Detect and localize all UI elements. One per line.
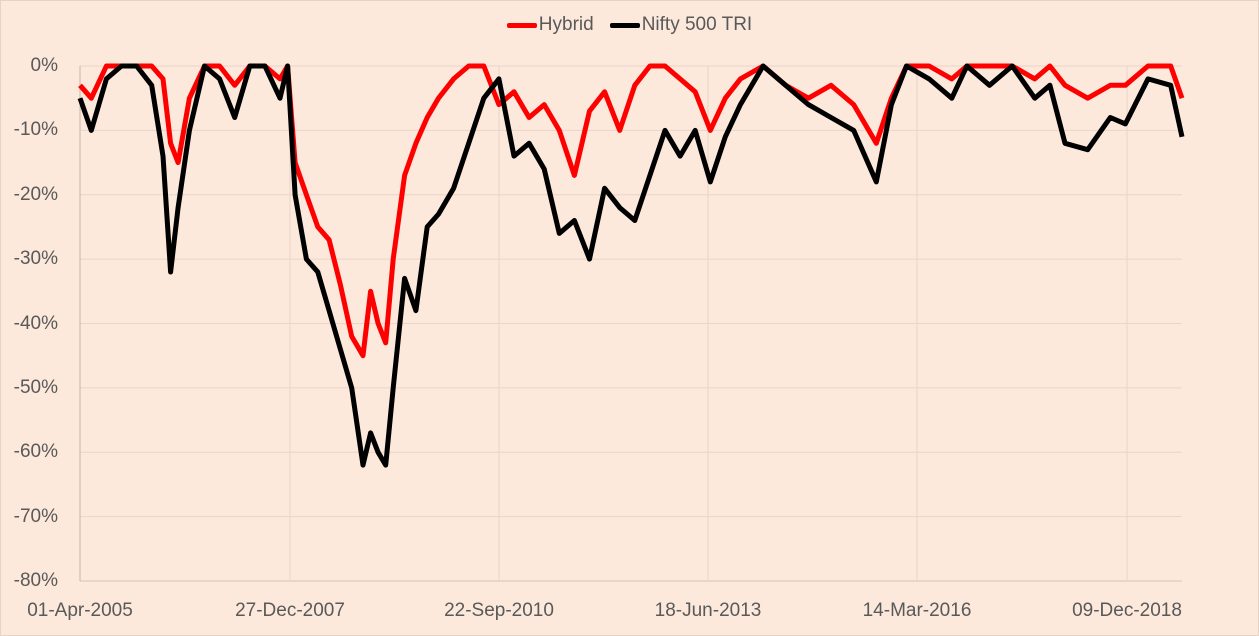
y-tick-label: -50%: [13, 377, 58, 398]
series-line-hybrid: [78, 63, 1185, 359]
legend-label: Hybrid: [538, 14, 594, 35]
gridlines: [79, 65, 1182, 582]
y-tick-label: -70%: [13, 506, 58, 527]
legend-label: Nifty 500 TRI: [641, 14, 753, 35]
legend-item-nifty[interactable]: Nifty 500 TRI: [609, 14, 753, 36]
legend-swatch-red-line-icon: [506, 22, 537, 28]
x-tick-label: 01-Apr-2005: [27, 600, 133, 621]
legend: Hybrid Nifty 500 TRI: [0, 14, 1259, 36]
series-line-nifty-500-tri: [77, 63, 1185, 468]
data-lines: [77, 63, 1185, 468]
x-tick-label: 22-Sep-2010: [444, 600, 554, 621]
y-tick-label: -40%: [13, 313, 58, 334]
y-tick-label: -60%: [13, 441, 58, 462]
y-tick-label: -30%: [13, 248, 58, 269]
y-tick-label: 0%: [30, 55, 58, 76]
x-tick-label: 09-Dec-2018: [1072, 600, 1182, 621]
legend-item-hybrid[interactable]: Hybrid: [506, 14, 594, 36]
y-tick-label: -10%: [13, 119, 58, 140]
x-tick-label: 14-Mar-2016: [862, 600, 972, 621]
x-tick-label: 18-Jun-2013: [654, 600, 762, 621]
legend-swatch-black-line-icon: [609, 22, 640, 28]
y-tick-label: -20%: [13, 184, 58, 205]
y-tick-label: -80%: [13, 570, 58, 591]
x-tick-label: 27-Dec-2007: [235, 600, 345, 621]
